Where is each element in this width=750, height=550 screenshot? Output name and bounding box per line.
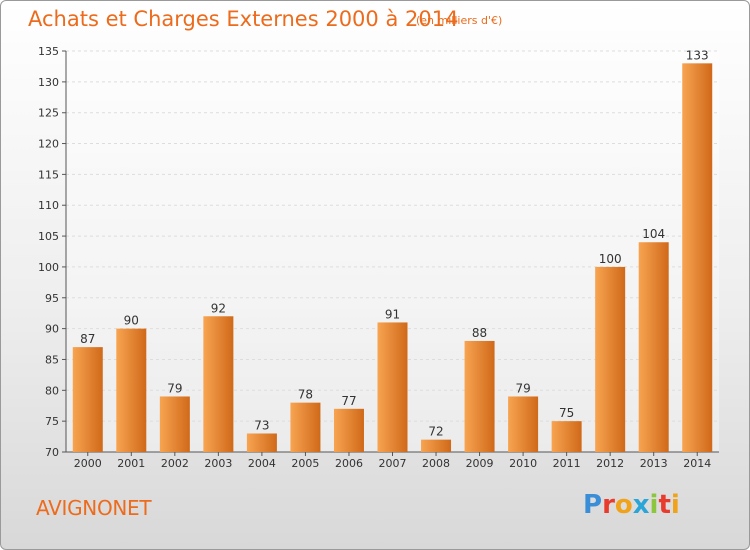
- y-tick-label: 105: [38, 230, 59, 243]
- data-label: 133: [686, 48, 709, 62]
- bar: [595, 266, 626, 452]
- y-tick-label: 70: [45, 446, 59, 459]
- y-tick-label: 135: [38, 45, 59, 58]
- bar: [203, 316, 234, 452]
- bar: [159, 396, 190, 452]
- x-tick-label: 2000: [74, 457, 102, 470]
- logo-letter: t: [658, 490, 671, 520]
- bar: [464, 340, 495, 452]
- x-tick-label: 2014: [683, 457, 711, 470]
- bar: [508, 396, 539, 452]
- bar: [421, 439, 452, 452]
- y-tick-label: 110: [38, 199, 59, 212]
- logo-letter: P: [583, 490, 603, 520]
- bar: [72, 347, 103, 452]
- x-tick-label: 2013: [640, 457, 668, 470]
- logo-letter: r: [602, 490, 615, 520]
- x-tick-label: 2005: [291, 457, 319, 470]
- bar: [246, 433, 277, 452]
- data-label: 73: [254, 418, 269, 432]
- x-tick-label: 2003: [204, 457, 232, 470]
- bar: [290, 402, 321, 452]
- x-tick-label: 2007: [379, 457, 407, 470]
- x-tick-label: 2011: [553, 457, 581, 470]
- data-label: 77: [341, 394, 356, 408]
- chart-title: Achats et Charges Externes 2000 à 2014: [28, 7, 459, 31]
- x-tick-label: 2004: [248, 457, 276, 470]
- x-tick-label: 2002: [161, 457, 189, 470]
- logo-letter: i: [649, 490, 659, 520]
- proxiti-logo[interactable]: Proxiti: [583, 490, 680, 520]
- data-label: 88: [472, 326, 487, 340]
- y-tick-label: 95: [45, 292, 59, 305]
- data-label: 104: [642, 227, 665, 241]
- y-tick-label: 80: [45, 384, 59, 397]
- x-tick-label: 2009: [466, 457, 494, 470]
- y-tick-label: 120: [38, 138, 59, 151]
- data-label: 92: [211, 301, 226, 315]
- chart-subtitle: (en milliers d'€): [416, 14, 503, 27]
- bar: [551, 421, 582, 452]
- x-tick-label: 2001: [117, 457, 145, 470]
- data-label: 78: [298, 388, 313, 402]
- logo-letter: x: [632, 490, 650, 520]
- y-tick-label: 115: [38, 168, 59, 181]
- data-label: 100: [599, 252, 622, 266]
- x-tick-label: 2008: [422, 457, 450, 470]
- y-tick-label: 90: [45, 323, 59, 336]
- bar: [116, 328, 147, 452]
- x-tick-label: 2012: [596, 457, 624, 470]
- location-label: AVIGNONET: [36, 496, 152, 520]
- bar: [638, 242, 669, 452]
- logo-letter: i: [670, 490, 680, 520]
- bar: [682, 63, 713, 452]
- data-label: 79: [167, 381, 182, 395]
- data-label: 75: [559, 406, 574, 420]
- y-tick-label: 100: [38, 261, 59, 274]
- data-label: 72: [428, 425, 443, 439]
- data-label: 87: [80, 332, 95, 346]
- y-tick-label: 125: [38, 107, 59, 120]
- x-tick-label: 2010: [509, 457, 537, 470]
- y-tick-label: 130: [38, 76, 59, 89]
- bar: [377, 322, 408, 452]
- logo-letter: o: [614, 490, 633, 520]
- x-tick-label: 2006: [335, 457, 363, 470]
- bar: [333, 408, 364, 452]
- data-label: 90: [124, 314, 139, 328]
- data-label: 91: [385, 307, 400, 321]
- y-tick-label: 85: [45, 353, 59, 366]
- data-label: 79: [515, 381, 530, 395]
- y-tick-label: 75: [45, 415, 59, 428]
